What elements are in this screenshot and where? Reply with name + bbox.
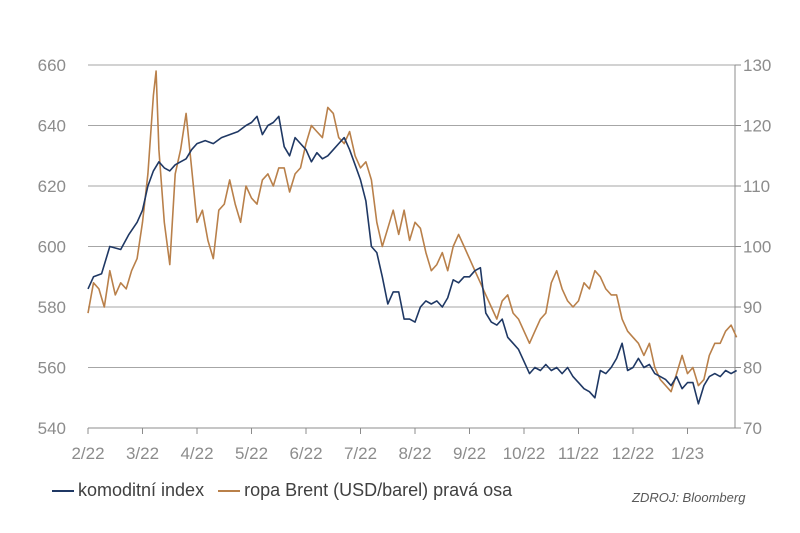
left-tick-label: 640	[38, 117, 66, 136]
right-tick-label: 90	[743, 298, 762, 317]
right-tick-label: 70	[743, 419, 762, 438]
left-tick-label: 660	[38, 56, 66, 75]
legend-entry-komodity: komoditní index	[52, 480, 204, 501]
legend-label-komodity: komoditní index	[78, 480, 205, 500]
x-tick-label: 6/22	[289, 444, 322, 463]
right-tick-label: 100	[743, 238, 771, 257]
x-tick-label: 4/22	[180, 444, 213, 463]
left-tick-label: 540	[38, 419, 66, 438]
left-tick-label: 580	[38, 298, 66, 317]
left-tick-label: 560	[38, 359, 66, 378]
right-tick-label: 110	[743, 177, 770, 196]
x-tick-label: 3/22	[126, 444, 159, 463]
series-line-komodity	[87, 115, 737, 405]
x-tick-label: 10/22	[503, 444, 546, 463]
left-axis-tick-labels: 540 560 580 600 620 640 660	[38, 56, 66, 438]
right-axis-tick-labels: 70 80 90 100 110 120 130	[743, 56, 771, 438]
right-tick-label: 130	[743, 56, 771, 75]
legend-entry-brent: ropa Brent (USD/barel) pravá osa	[218, 480, 512, 501]
x-tick-label: 5/22	[235, 444, 268, 463]
x-tick-label: 9/22	[453, 444, 486, 463]
gridlines	[87, 64, 741, 434]
series-lines	[87, 70, 738, 405]
x-tick-label: 11/22	[558, 444, 599, 463]
x-axis-tick-labels: 2/22 3/22 4/22 5/22 6/22 7/22 8/22 9/22 10/22 11/…	[71, 444, 704, 463]
legend-swatch-komodity	[52, 489, 74, 492]
series-line-brent	[87, 70, 738, 393]
x-tick-label: 7/22	[344, 444, 377, 463]
right-tick-label: 120	[743, 117, 771, 136]
x-tick-label: 8/22	[398, 444, 431, 463]
x-tick-label: 2/22	[71, 444, 104, 463]
left-tick-label: 620	[38, 177, 66, 196]
x-tick-label: 1/23	[671, 444, 704, 463]
left-tick-label: 600	[38, 238, 66, 257]
x-tick-label: 12/22	[612, 444, 655, 463]
legend-label-brent: ropa Brent (USD/barel) pravá osa	[244, 480, 513, 500]
source-note: ZDROJ: Bloomberg	[632, 490, 746, 505]
right-tick-label: 80	[743, 359, 762, 378]
legend-swatch-brent	[218, 489, 241, 492]
legend: komoditní index ropa Brent (USD/barel) p…	[52, 480, 526, 501]
